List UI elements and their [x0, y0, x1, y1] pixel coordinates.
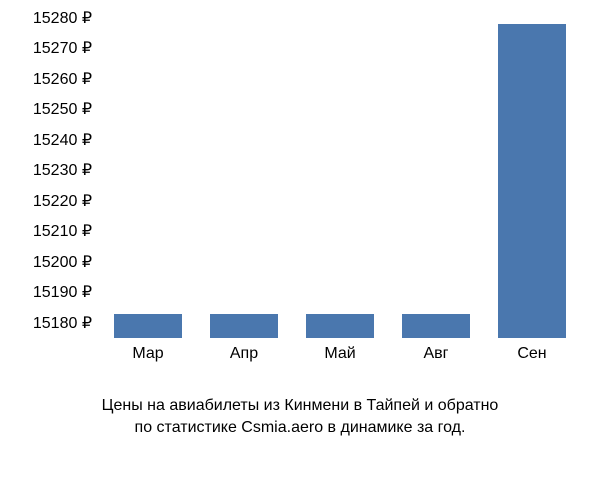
y-tick-label: 15280 ₽: [33, 8, 92, 28]
y-tick-label: 15180 ₽: [33, 313, 92, 333]
caption-line-2: по статистике Csmia.aero в динамике за г…: [0, 417, 600, 439]
x-tick-label: Авг: [423, 345, 448, 363]
bar: [114, 314, 181, 338]
bar: [498, 24, 565, 338]
y-tick-label: 15200 ₽: [33, 252, 92, 272]
bar: [402, 314, 469, 338]
y-tick-label: 15270 ₽: [33, 38, 92, 58]
chart-caption: Цены на авиабилеты из Кинмени в Тайпей и…: [0, 395, 600, 440]
y-tick-label: 15230 ₽: [33, 160, 92, 180]
x-tick-label: Май: [324, 345, 355, 363]
y-tick-label: 15250 ₽: [33, 99, 92, 119]
bar: [210, 314, 277, 338]
y-tick-label: 15190 ₽: [33, 282, 92, 302]
x-tick-label: Апр: [230, 345, 258, 363]
x-tick-label: Мар: [132, 345, 163, 363]
caption-line-1: Цены на авиабилеты из Кинмени в Тайпей и…: [0, 395, 600, 417]
y-tick-label: 15260 ₽: [33, 69, 92, 89]
bar: [306, 314, 373, 338]
y-tick-label: 15240 ₽: [33, 130, 92, 150]
y-tick-label: 15210 ₽: [33, 221, 92, 241]
plot-area: [100, 18, 580, 338]
x-tick-label: Сен: [517, 345, 546, 363]
y-tick-label: 15220 ₽: [33, 191, 92, 211]
chart-container: 15180 ₽ 15190 ₽ 15200 ₽ 15210 ₽ 15220 ₽ 15230…: [0, 0, 600, 500]
